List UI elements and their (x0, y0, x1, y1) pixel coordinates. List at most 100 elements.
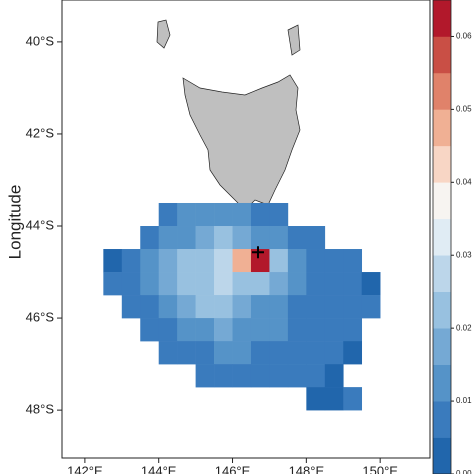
heat-cell (177, 202, 196, 227)
heat-cell (214, 272, 233, 296)
heat-cell (250, 318, 270, 342)
heat-cell (214, 226, 233, 250)
heat-cell (158, 226, 178, 250)
y-tick-label: 40°S (26, 33, 55, 48)
heat-cell (250, 226, 270, 250)
heat-cell (306, 272, 326, 296)
x-tick-label: 150°E (362, 463, 398, 474)
heat-cell (287, 272, 307, 296)
heat-cell (158, 318, 178, 342)
heat-cell (361, 272, 381, 296)
colorbar-band (433, 72, 451, 110)
heat-cell (232, 249, 252, 273)
heat-cell (158, 341, 178, 365)
heat-cell (250, 202, 270, 227)
heat-cell (158, 202, 178, 227)
y-tick-label: 48°S (26, 402, 55, 417)
colorbar-band (433, 36, 451, 74)
colorbar-tick-label: 0.02 (456, 323, 472, 332)
heat-cell (343, 318, 363, 342)
heat-cell (214, 364, 233, 388)
y-tick-label: 44°S (26, 217, 55, 232)
heat-cell (158, 249, 178, 273)
y-tick-label: 42°S (26, 125, 55, 140)
heat-cell (343, 341, 363, 365)
heat-cell (287, 226, 307, 250)
heat-cell (195, 318, 215, 342)
heat-cell (287, 318, 307, 342)
heat-cell (269, 318, 289, 342)
site-marker (251, 246, 264, 259)
heat-cell (103, 249, 123, 273)
colorbar-band (433, 437, 451, 474)
colorbar-band (433, 255, 451, 292)
heat-cell (287, 341, 307, 365)
heat-cell (306, 387, 326, 411)
heat-cell (214, 341, 233, 365)
heat-cell (324, 318, 344, 342)
colorbar-tick-label: 0.06 (456, 32, 472, 41)
y-tick-label: 46°S (26, 310, 55, 325)
colorbar-band (433, 364, 451, 402)
heat-cell (269, 249, 289, 273)
heat-cell (250, 295, 270, 319)
heat-cell (269, 341, 289, 365)
colorbar-band (433, 401, 451, 438)
heat-cell (324, 249, 344, 273)
colorbar-tick-label: 0.03 (456, 250, 472, 259)
heat-cell (177, 295, 196, 319)
x-tick-label: 148°E (289, 463, 325, 474)
heat-cell (287, 249, 307, 273)
x-tick-label: 146°E (215, 463, 251, 474)
heat-cell (195, 272, 215, 296)
colorbar-tick-label: 0.04 (456, 177, 472, 186)
heat-cell (250, 364, 270, 388)
heat-cell (324, 295, 344, 319)
x-tick-label: 142°E (67, 463, 103, 474)
heat-cell (361, 295, 381, 319)
heat-cell (103, 272, 123, 296)
heat-cell (140, 249, 160, 273)
heat-cell (177, 226, 196, 250)
colorbar-band (433, 145, 451, 183)
colorbar-band (433, 182, 451, 220)
heat-cell (306, 341, 326, 365)
heat-cell (232, 318, 252, 342)
heat-cell (343, 272, 363, 296)
heat-cell (140, 226, 160, 250)
heat-cell (306, 318, 326, 342)
heat-cell (214, 318, 233, 342)
heat-cell (121, 249, 141, 273)
heat-cell (177, 249, 196, 273)
heat-cell (232, 295, 252, 319)
heat-cell (140, 295, 160, 319)
heat-cell (195, 341, 215, 365)
heat-cell (121, 272, 141, 296)
heat-cell (250, 341, 270, 365)
heat-cell (232, 364, 252, 388)
heat-cell (324, 364, 344, 388)
heat-cell (269, 272, 289, 296)
flinders-island (287, 24, 301, 56)
heat-cell (177, 341, 196, 365)
heat-cell (250, 249, 270, 273)
heat-cell (214, 202, 233, 227)
colorbar-band (433, 328, 451, 365)
heat-cell (287, 295, 307, 319)
heat-cell (324, 341, 344, 365)
heat-cell (306, 249, 326, 273)
heat-cell (269, 202, 289, 227)
heat-cell (324, 272, 344, 296)
heat-cell (140, 318, 160, 342)
tasmania (182, 74, 301, 211)
heat-cell (306, 226, 326, 250)
colorbar-tick-label: 0.00 (456, 469, 472, 474)
heat-cell (232, 202, 252, 227)
heat-cell (214, 249, 233, 273)
plot-frame (61, 0, 431, 459)
heat-cell (214, 295, 233, 319)
heat-cell (177, 318, 196, 342)
heat-cell (343, 295, 363, 319)
